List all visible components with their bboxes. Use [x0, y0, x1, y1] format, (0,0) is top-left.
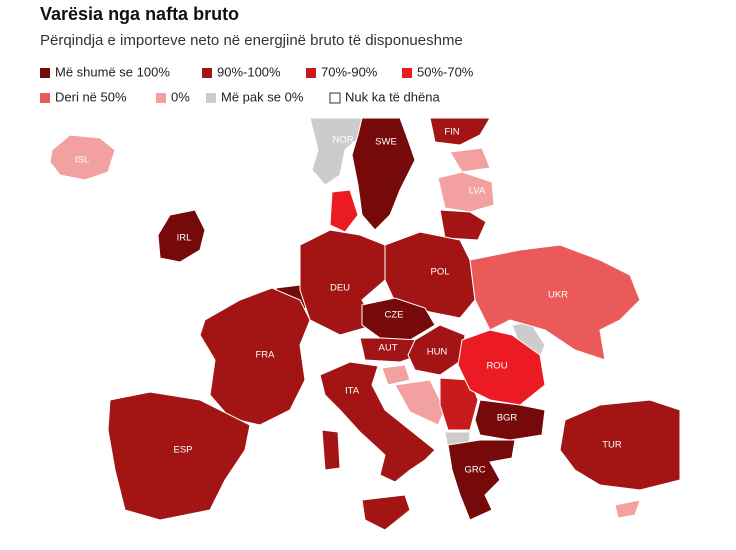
country: [439, 209, 487, 241]
legend-swatch: [156, 93, 166, 103]
country: [329, 189, 359, 233]
country: [319, 361, 436, 483]
country-label: TUR: [602, 440, 622, 451]
country: [614, 499, 641, 519]
legend-label: 50%-70%: [417, 64, 474, 79]
country: [559, 399, 681, 491]
country: [361, 494, 411, 531]
country-label: POL: [430, 267, 449, 278]
country-label: ROU: [486, 361, 507, 372]
country: [199, 287, 311, 426]
country-label: LVA: [469, 186, 486, 197]
country: [447, 439, 516, 521]
legend-swatch: [40, 93, 50, 103]
country: [474, 399, 546, 441]
country-label: AUT: [379, 343, 398, 354]
country-label: BGR: [497, 413, 518, 424]
country: [351, 117, 416, 231]
legend-label: 90%-100%: [217, 64, 281, 79]
legend-swatch: [306, 68, 316, 78]
legend-label: Nuk ka të dhëna: [345, 89, 440, 104]
country: [157, 209, 206, 263]
legend-label: 70%-90%: [321, 64, 378, 79]
legend-label: 0%: [171, 89, 190, 104]
country: [437, 171, 495, 213]
country: [457, 329, 546, 406]
title: Varësia nga nafta bruto: [40, 4, 239, 24]
country: [407, 324, 466, 376]
country-label: HUN: [427, 347, 448, 358]
country: [361, 297, 436, 341]
legend-swatch: [40, 68, 50, 78]
legend-swatch: [329, 92, 341, 104]
country-label: SWE: [375, 137, 397, 148]
country: [449, 147, 491, 173]
country-label: UKR: [548, 290, 568, 301]
country-label: NOR: [332, 135, 353, 146]
country: [107, 391, 251, 521]
country-label: FRA: [256, 350, 276, 361]
country-label: ITA: [345, 386, 360, 397]
country: [381, 364, 411, 386]
country: [384, 231, 476, 319]
legend-label: Deri në 50%: [55, 89, 127, 104]
country: [49, 134, 116, 181]
country-label: FIN: [444, 127, 459, 138]
legend-label: Më shumë se 100%: [55, 64, 170, 79]
subtitle: Përqindja e importeve neto në energjinë …: [40, 32, 463, 49]
country: [429, 117, 491, 146]
country: [305, 344, 346, 371]
country-label: DEU: [330, 283, 350, 294]
country-label: CZE: [385, 310, 404, 321]
country-label: ISL: [75, 155, 89, 166]
legend-swatch: [402, 68, 412, 78]
legend-swatch: [202, 68, 212, 78]
country: [321, 429, 341, 471]
legend: Më shumë se 100% 90%-100% 70%-90% 50%-70% De…: [40, 64, 474, 104]
legend-label: Më pak se 0%: [221, 89, 304, 104]
country: [469, 244, 641, 361]
legend-swatch: [206, 93, 216, 103]
country-label: IRL: [177, 233, 192, 244]
country-label: GRC: [464, 465, 485, 476]
country-label: ESP: [173, 445, 192, 456]
countries: ISL NOR SWE FIN LVA IRL DEU POL UKR CZE FRA AUT HUN R…: [49, 117, 681, 521]
country: [394, 379, 446, 426]
